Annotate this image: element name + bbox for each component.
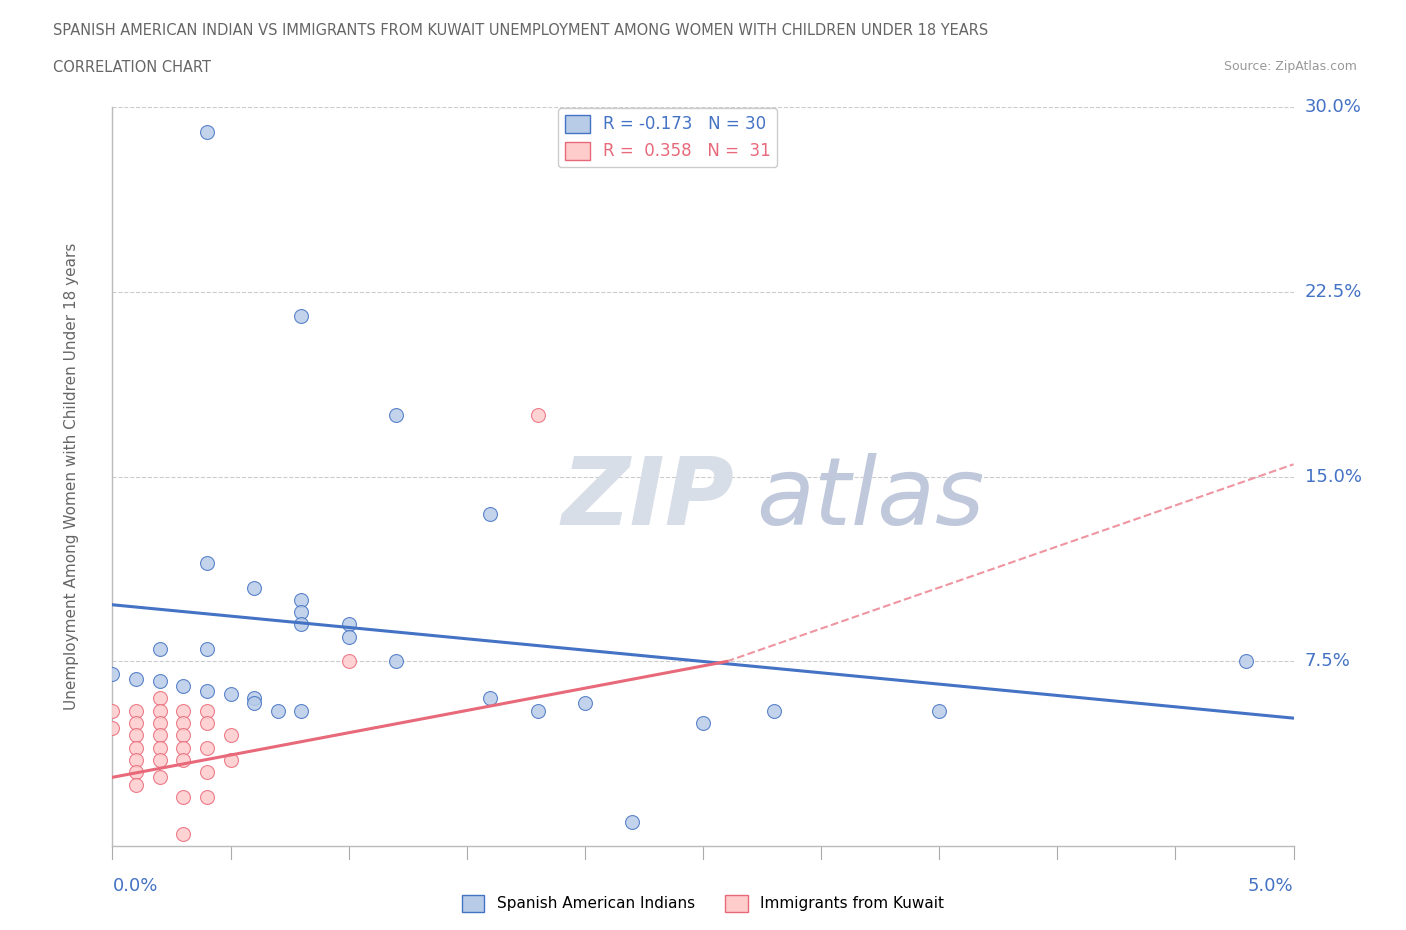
Point — [479, 691, 502, 706]
Point — [149, 752, 172, 767]
Point — [149, 728, 172, 743]
Text: 7.5%: 7.5% — [1305, 653, 1351, 671]
Point — [172, 716, 194, 731]
Point — [172, 679, 194, 694]
Text: atlas: atlas — [756, 453, 984, 544]
Point — [479, 506, 502, 521]
Text: 30.0%: 30.0% — [1305, 98, 1361, 116]
Point — [337, 630, 360, 644]
Point — [243, 696, 266, 711]
Point — [337, 654, 360, 669]
Point — [195, 125, 218, 140]
Text: SPANISH AMERICAN INDIAN VS IMMIGRANTS FROM KUWAIT UNEMPLOYMENT AMONG WOMEN WITH : SPANISH AMERICAN INDIAN VS IMMIGRANTS FR… — [53, 23, 988, 38]
Point — [149, 703, 172, 718]
Point — [574, 696, 596, 711]
Point — [267, 703, 290, 718]
Point — [219, 728, 242, 743]
Point — [172, 703, 194, 718]
Text: Source: ZipAtlas.com: Source: ZipAtlas.com — [1223, 60, 1357, 73]
Point — [385, 654, 408, 669]
Text: ZIP: ZIP — [561, 453, 734, 545]
Point — [195, 740, 218, 755]
Point — [125, 716, 148, 731]
Point — [172, 790, 194, 804]
Point — [243, 691, 266, 706]
Point — [195, 716, 218, 731]
Text: CORRELATION CHART: CORRELATION CHART — [53, 60, 211, 75]
Point — [195, 703, 218, 718]
Point — [172, 740, 194, 755]
Point — [125, 777, 148, 792]
Point — [172, 827, 194, 842]
Point — [290, 604, 312, 619]
Point — [149, 740, 172, 755]
Point — [385, 407, 408, 422]
Point — [149, 716, 172, 731]
Point — [928, 703, 950, 718]
Point — [762, 703, 785, 718]
Point — [290, 309, 312, 324]
Point — [621, 815, 644, 830]
Point — [149, 691, 172, 706]
Point — [219, 752, 242, 767]
Point — [172, 728, 194, 743]
Point — [125, 752, 148, 767]
Point — [101, 703, 124, 718]
Point — [195, 555, 218, 570]
Point — [125, 740, 148, 755]
Point — [243, 580, 266, 595]
Point — [149, 673, 172, 688]
Point — [195, 764, 218, 779]
Point — [101, 721, 124, 736]
Point — [125, 764, 148, 779]
Point — [526, 703, 548, 718]
Point — [149, 770, 172, 785]
Point — [219, 686, 242, 701]
Point — [1234, 654, 1257, 669]
Text: 5.0%: 5.0% — [1249, 877, 1294, 895]
Point — [149, 642, 172, 657]
Point — [125, 728, 148, 743]
Point — [290, 703, 312, 718]
Point — [101, 666, 124, 681]
Point — [172, 752, 194, 767]
Point — [195, 790, 218, 804]
Text: 0.0%: 0.0% — [112, 877, 157, 895]
Point — [195, 684, 218, 698]
Point — [125, 671, 148, 686]
Legend: R = -0.173   N = 30, R =  0.358   N =  31: R = -0.173 N = 30, R = 0.358 N = 31 — [558, 108, 778, 166]
Text: Unemployment Among Women with Children Under 18 years: Unemployment Among Women with Children U… — [63, 243, 79, 711]
Point — [290, 592, 312, 607]
Point — [290, 618, 312, 632]
Legend: Spanish American Indians, Immigrants from Kuwait: Spanish American Indians, Immigrants fro… — [456, 889, 950, 918]
Point — [337, 618, 360, 632]
Point — [526, 407, 548, 422]
Point — [692, 716, 714, 731]
Text: 22.5%: 22.5% — [1305, 283, 1362, 300]
Text: 15.0%: 15.0% — [1305, 468, 1361, 485]
Point — [195, 642, 218, 657]
Point — [125, 703, 148, 718]
